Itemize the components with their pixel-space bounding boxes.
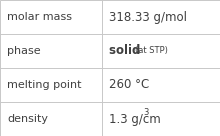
Text: solid: solid xyxy=(109,44,149,58)
Text: 318.33 g/mol: 318.33 g/mol xyxy=(109,10,187,24)
Text: phase: phase xyxy=(7,46,41,56)
Text: molar mass: molar mass xyxy=(7,12,72,22)
Text: melting point: melting point xyxy=(7,80,81,90)
Text: density: density xyxy=(7,114,48,124)
Text: (at STP): (at STP) xyxy=(135,47,168,55)
Text: 1.3 g/cm: 1.3 g/cm xyxy=(109,112,161,126)
Text: 260 °C: 260 °C xyxy=(109,78,150,92)
Text: 3: 3 xyxy=(143,108,149,117)
